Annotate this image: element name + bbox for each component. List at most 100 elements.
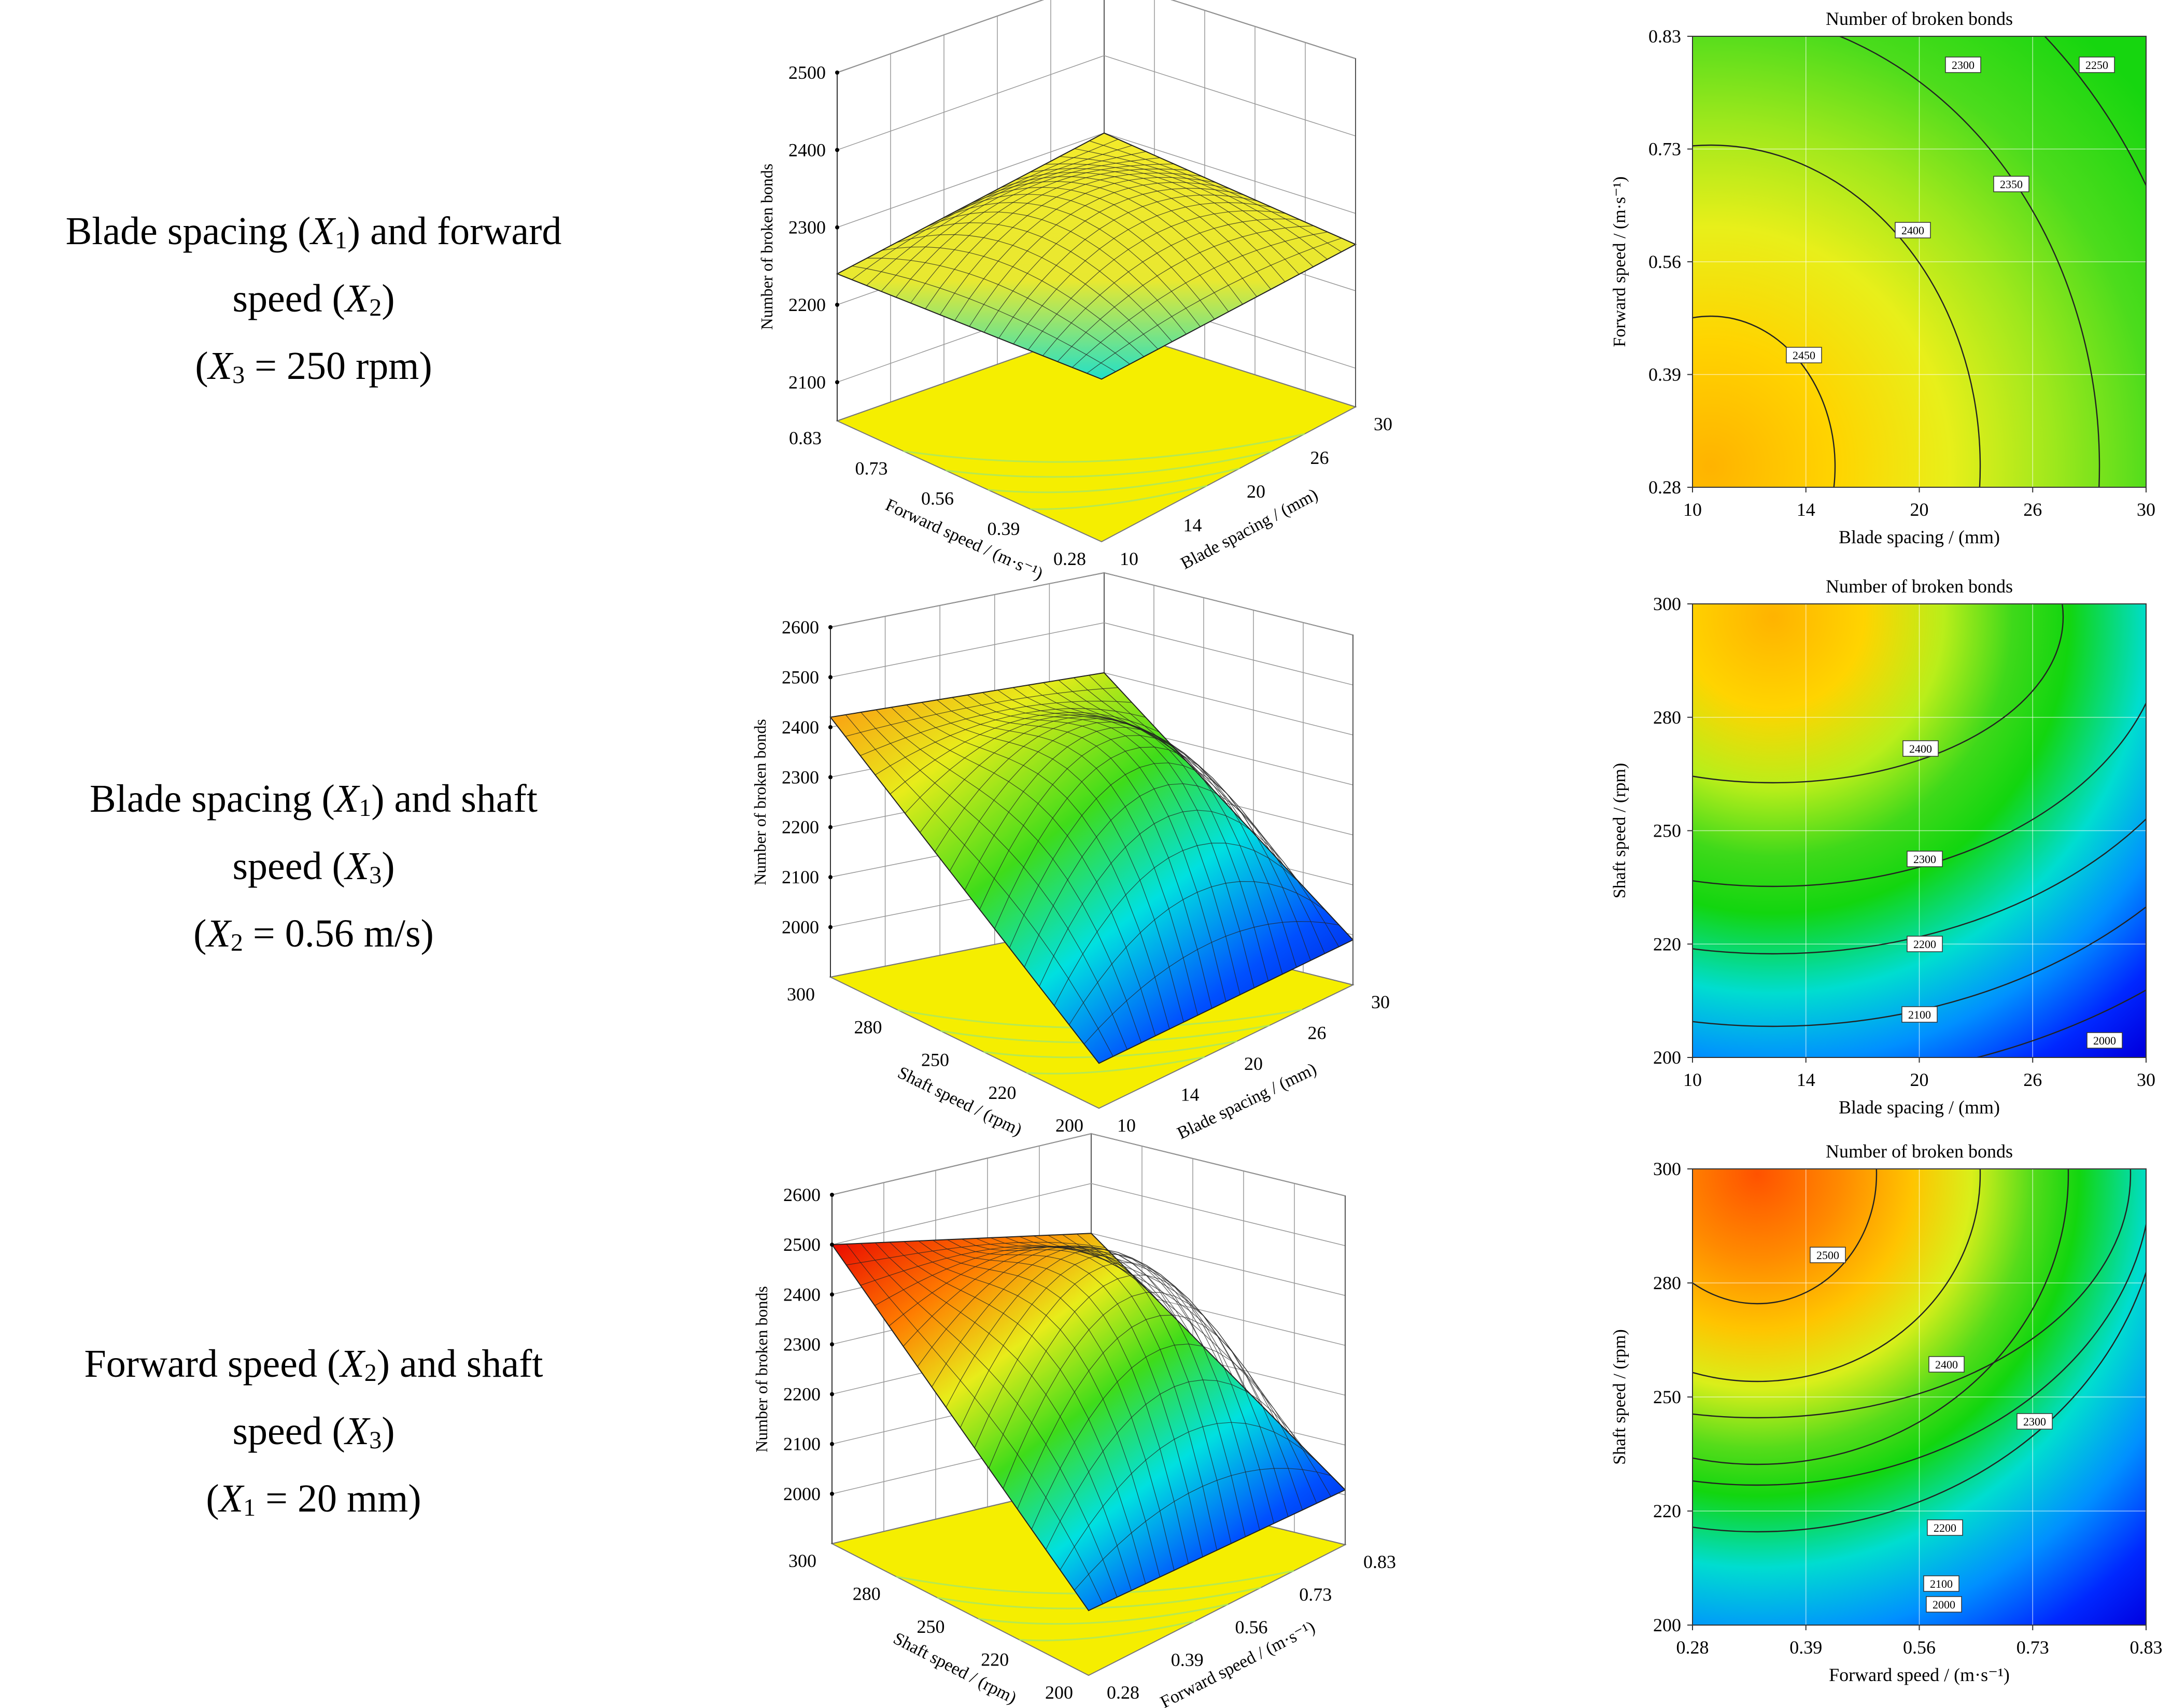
contour-label: 2200	[1934, 1521, 1956, 1534]
contour-label-box	[2079, 57, 2115, 73]
y-tick-label: 200	[1653, 1047, 1681, 1068]
contour-lines	[1693, 36, 2146, 487]
z-tick-label: 2400	[788, 139, 826, 160]
z-tick-label: 2400	[783, 1284, 821, 1305]
y-tick-label: 250	[1653, 1387, 1681, 1407]
y-tick-label: 280	[853, 1584, 881, 1604]
surface-mesh-line	[1074, 148, 1328, 260]
contour-line	[1693, 818, 2146, 955]
z-tick-dot	[830, 1292, 834, 1297]
y-tick-label: 220	[989, 1082, 1017, 1103]
y-axis-label: Shaft speed / (rpm)	[1610, 1329, 1629, 1465]
x-tick-label: 0.73	[2016, 1637, 2049, 1658]
y-tick-label: 250	[917, 1616, 945, 1637]
contour-title: Number of broken bonds	[1826, 1141, 2013, 1162]
z-tick-dot	[830, 1491, 834, 1496]
x-tick-label: 10	[1683, 1069, 1702, 1090]
contour-label: 2100	[1908, 1008, 1931, 1021]
contour-line	[1693, 1169, 2131, 1419]
wall-grid-line	[831, 1183, 1346, 1246]
wall-grid-line	[830, 572, 1353, 636]
y-tick-label: 0.28	[1053, 548, 1086, 569]
contour-label-box	[1993, 176, 2029, 192]
x-tick-label: 0.56	[1235, 1617, 1268, 1638]
y-tick-label: 220	[1653, 1501, 1681, 1521]
contour-label-box	[1810, 1247, 1846, 1263]
x-tick-label: 10	[1683, 499, 1702, 520]
surface-mesh-line	[1071, 231, 1328, 368]
x-tick-label: 0.28	[1107, 1682, 1139, 1703]
surface-mesh-line	[1062, 1234, 1317, 1504]
contour-label-box	[1895, 222, 1931, 238]
contour-label-box	[1901, 1006, 1938, 1023]
z-tick-dot	[835, 303, 839, 307]
contour-label: 2400	[1901, 224, 1924, 237]
z-tick-label: 2200	[788, 294, 826, 315]
x-tick-label: 20	[1244, 1053, 1263, 1074]
z-tick-label: 2300	[783, 1334, 821, 1354]
x-tick-label: 20	[1910, 1069, 1929, 1090]
x-tick-label: 0.73	[1299, 1584, 1332, 1605]
x-axis-label: Blade spacing / (mm)	[1839, 527, 2000, 547]
y-tick-label: 220	[981, 1649, 1009, 1670]
contour-line	[1693, 604, 2064, 784]
floor-contour	[945, 450, 1273, 478]
y-tick-label: 0.28	[1648, 477, 1681, 498]
contour-label-box	[1928, 1356, 1965, 1373]
x-tick-label: 14	[1181, 1084, 1200, 1105]
y-tick-label: 250	[921, 1050, 949, 1070]
floor-contour	[903, 433, 1305, 463]
x-tick-label: 20	[1910, 499, 1929, 520]
x-tick-label: 14	[1183, 515, 1202, 535]
x-tick-label: 30	[2137, 499, 2155, 520]
z-tick-label: 2200	[783, 1384, 821, 1405]
wall-grid-line	[837, 0, 1356, 73]
x-tick-label: 0.39	[1789, 1637, 1822, 1658]
contour-chart-2: 2000 2100 2200 2300 2400 Number of broken bon…	[1610, 576, 2155, 1118]
y-tick-label: 280	[1653, 1273, 1681, 1293]
z-tick-label: 2000	[782, 917, 819, 938]
x-tick-label: 30	[1374, 414, 1392, 434]
contour-label-box	[1927, 1519, 1963, 1536]
surface-mesh-line	[1091, 1233, 1346, 1490]
surface-mesh-line	[1083, 921, 1339, 1044]
contour-chart-1: 2250 2300 2350 2400 2450 Number of broken bon…	[1610, 8, 2155, 547]
contour-label-box	[1907, 851, 1943, 867]
contour-title: Number of broken bonds	[1826, 576, 2013, 597]
x-tick-label: 0.56	[1903, 1637, 1936, 1658]
z-tick-dot	[828, 925, 833, 929]
contour-label: 2350	[2000, 178, 2023, 191]
surface-mesh-line	[1087, 237, 1342, 374]
y-tick-label: 250	[1653, 821, 1681, 841]
z-tick-label: 2500	[782, 667, 819, 687]
y-tick-label: 0.56	[921, 488, 954, 509]
row-label-2: Blade spacing (X1) and shaft speed (X3) …	[90, 777, 538, 956]
y-tick-label: 300	[787, 984, 815, 1005]
z-tick-label: 2600	[783, 1184, 821, 1205]
contour-line	[1693, 1270, 2146, 1532]
z-tick-dot	[828, 725, 833, 729]
contour-label-box	[1945, 57, 1981, 73]
z-tick-dot	[835, 225, 839, 230]
surface-mesh-line	[1048, 1235, 1303, 1511]
z-tick-dot	[828, 675, 833, 680]
contour-label: 2000	[1933, 1598, 1955, 1611]
contour-label: 2400	[1935, 1358, 1958, 1371]
z-tick-dot	[830, 1243, 834, 1247]
y-tick-label: 300	[1653, 1159, 1681, 1179]
contour-label-box	[2086, 1032, 2123, 1049]
y-tick-label: 0.73	[855, 458, 888, 478]
contour-label: 2450	[1793, 349, 1815, 362]
y-axis-label: Shaft speed / (rpm)	[1610, 763, 1629, 899]
contour-label: 2300	[1913, 853, 1936, 866]
y-tick-label: 300	[1653, 594, 1681, 614]
contour-label-box	[1902, 740, 1939, 757]
contour-lines	[1693, 1169, 2146, 1532]
wall-grid-line	[837, 55, 1356, 151]
y-tick-label: 0.39	[988, 518, 1020, 539]
z-tick-label: 2600	[782, 617, 819, 638]
y-tick-label: 0.73	[1648, 139, 1681, 160]
contour-label: 2400	[1909, 742, 1932, 755]
floor-contour	[1030, 485, 1208, 510]
